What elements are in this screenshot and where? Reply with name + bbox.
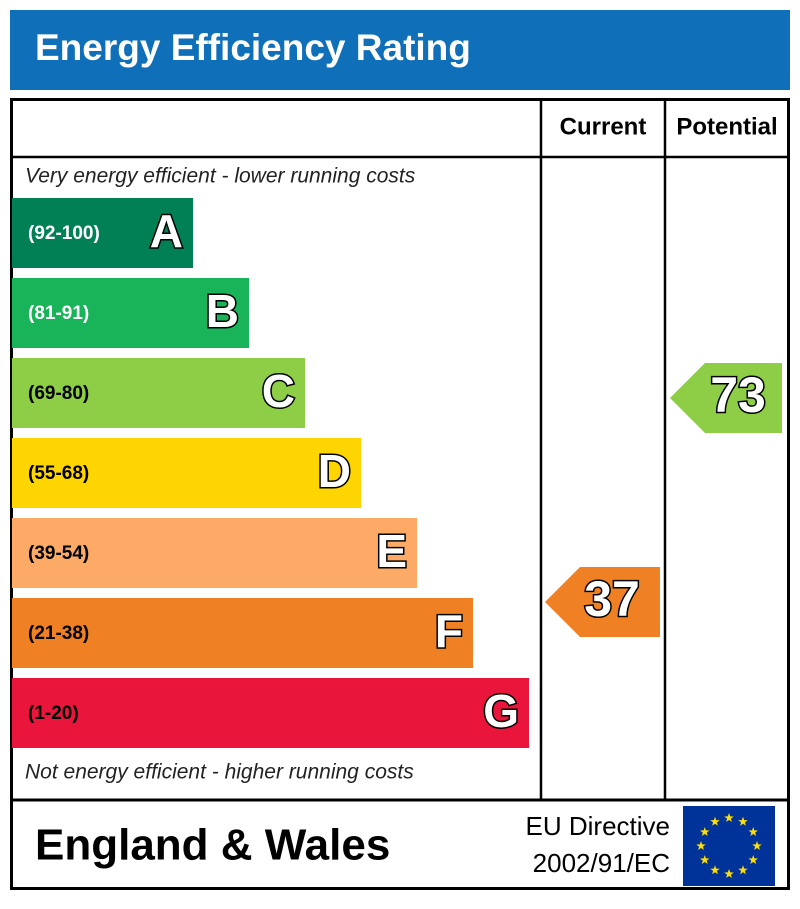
band-letter: A [150,205,183,257]
potential-header: Potential [676,113,777,140]
band-range: (39-54) [28,543,89,564]
band-letter: B [206,285,239,337]
eu-star [748,855,758,864]
potential-value: 73 [710,367,766,423]
band-range: (69-80) [28,383,89,404]
band-bar [12,438,361,508]
band-bar [12,518,417,588]
directive-line2: 2002/91/EC [533,848,670,878]
band-letter: F [435,605,463,657]
eu-star [710,816,720,826]
band-range: (21-38) [28,623,89,644]
eu-star [700,827,710,836]
eu-star [724,813,734,822]
current-header: Current [560,113,647,140]
eu-star [752,841,762,850]
band-letter: E [376,525,407,577]
top-note: Very energy efficient - lower running co… [25,165,416,188]
band-bar [12,678,529,748]
band-letter: G [483,685,519,737]
current-arrow [545,567,660,637]
region: England & Wales [35,821,390,870]
current-value: 37 [584,571,640,627]
eu-star [696,841,706,850]
band-range: (92-100) [28,223,100,244]
band-range: (81-91) [28,303,89,324]
band-bar [12,198,193,268]
bottom-note: Not energy efficient - higher running co… [25,761,414,784]
eu-star [710,865,720,875]
title: Energy Efficiency Rating [35,27,471,68]
potential-arrow [670,363,782,433]
band-bar [12,358,305,428]
band-bar [12,598,473,668]
band-letter: C [262,365,295,417]
band-letter: D [318,445,351,497]
eu-stars [696,813,762,878]
eu-star [700,855,710,864]
bands: (92-100) A (81-91) B (69-80) C (55-68) D (39-54)… [12,198,529,748]
band-bar [12,278,249,348]
frame [10,98,790,890]
band-range: (55-68) [28,463,89,484]
eu-star [748,827,758,836]
eu-star [724,869,734,878]
eu-star [738,816,748,826]
directive-line1: EU Directive [526,811,670,841]
header-bar [10,10,790,90]
eu-star [738,865,748,875]
band-range: (1-20) [28,703,79,724]
